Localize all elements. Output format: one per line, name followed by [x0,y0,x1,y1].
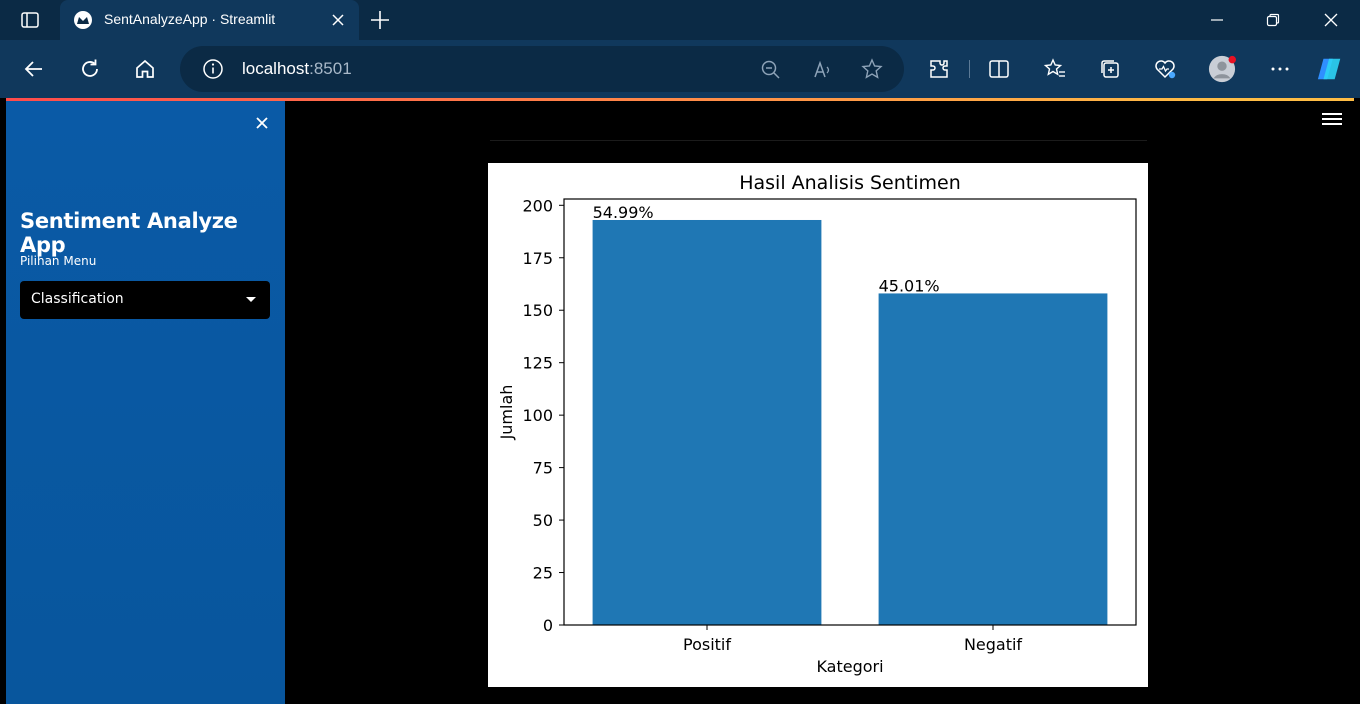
menu-select-value: Classification [31,291,124,307]
y-tick-label: 0 [543,616,553,635]
new-tab-icon[interactable] [368,8,394,32]
sidebar-close-icon[interactable] [254,115,270,131]
y-tick-label: 50 [533,511,553,530]
window-close-icon[interactable] [1303,0,1359,40]
tab-close-icon[interactable] [329,11,347,29]
browser-toolbar: localhost:8501 [0,40,1360,98]
bar-positif [592,219,822,625]
chevron-down-icon [246,297,256,302]
y-tick-label: 25 [533,564,553,583]
address-bar[interactable]: localhost:8501 [180,46,904,92]
site-info-icon[interactable] [202,58,224,84]
streamlit-logo-icon [74,11,92,29]
bar-label: 45.01% [879,276,940,295]
page-content: Sentiment Analyze App Pilihan Menu Class… [0,98,1360,704]
back-icon[interactable] [20,55,48,83]
y-tick-label: 100 [522,406,553,425]
title-bar: SentAnalyzeApp · Streamlit [0,0,1360,40]
tab-actions-icon[interactable] [14,8,46,32]
restore-icon[interactable] [1245,0,1301,40]
toolbar-separator [969,60,970,78]
y-tick-label: 175 [522,249,553,268]
main-menu-icon[interactable] [1322,113,1342,129]
extensions-icon[interactable] [925,55,953,83]
split-screen-icon[interactable] [985,55,1013,83]
zoom-out-icon[interactable] [760,59,782,85]
chart-title: Hasil Analisis Sentimen [739,172,961,194]
sentiment-chart: Hasil Analisis Sentimen 0 25 50 75 100 125 150 1… [488,163,1148,687]
y-tick-label: 125 [522,354,553,373]
more-options-icon[interactable] [1266,55,1294,83]
x-tick-label: Negatif [964,635,1022,654]
url-text: localhost:8501 [242,59,352,78]
y-axis-label: Jumlah [497,385,516,441]
x-axis-label: Kategori [816,657,883,676]
sidebar: Sentiment Analyze App Pilihan Menu Class… [6,101,285,704]
plot-frame [563,198,1137,626]
y-tick-label: 200 [522,196,553,215]
bar-chart-svg: Hasil Analisis Sentimen 0 25 50 75 100 125 150 1… [497,172,1137,676]
x-tick-label: Positif [683,635,731,654]
y-tick-label: 150 [522,301,553,320]
home-icon[interactable] [131,55,159,83]
favorite-star-icon[interactable] [861,58,883,84]
favorites-icon[interactable] [1041,55,1069,83]
read-aloud-icon[interactable] [812,59,834,85]
browser-tab[interactable]: SentAnalyzeApp · Streamlit [60,0,359,40]
refresh-icon[interactable] [76,55,104,83]
tab-title: SentAnalyzeApp · Streamlit [104,11,276,27]
menu-label: Pilihan Menu [20,254,97,268]
copilot-icon[interactable] [1316,55,1344,83]
y-tick-label: 75 [533,459,553,478]
browser-essentials-icon[interactable] [1151,55,1179,83]
streamlit-decoration [6,98,1354,101]
bar-label: 54.99% [593,203,654,222]
collections-icon[interactable] [1096,55,1124,83]
profile-avatar-icon[interactable] [1208,55,1236,83]
menu-select[interactable]: Classification [20,281,270,319]
divider [490,140,1147,141]
app-title: Sentiment Analyze App [20,209,238,257]
minimize-icon[interactable] [1189,0,1245,40]
bar-negatif [878,293,1108,625]
